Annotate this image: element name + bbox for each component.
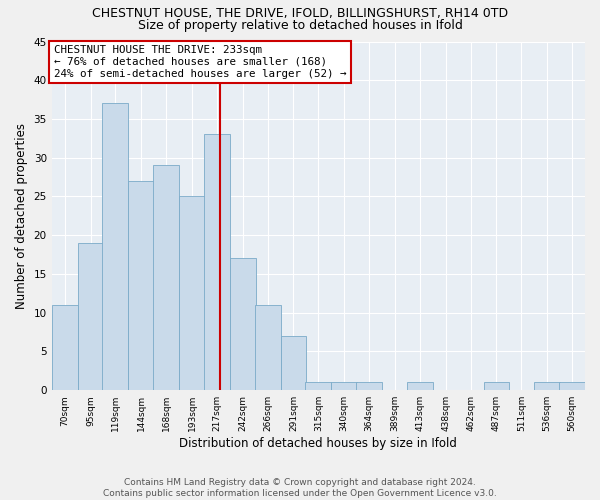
Text: Size of property relative to detached houses in Ifold: Size of property relative to detached ho… xyxy=(137,18,463,32)
Bar xyxy=(331,382,357,390)
Bar xyxy=(484,382,509,390)
Text: CHESTNUT HOUSE THE DRIVE: 233sqm
← 76% of detached houses are smaller (168)
24% : CHESTNUT HOUSE THE DRIVE: 233sqm ← 76% o… xyxy=(54,46,346,78)
X-axis label: Distribution of detached houses by size in Ifold: Distribution of detached houses by size … xyxy=(179,437,457,450)
Bar xyxy=(77,243,103,390)
Bar xyxy=(52,305,77,390)
Text: Contains HM Land Registry data © Crown copyright and database right 2024.
Contai: Contains HM Land Registry data © Crown c… xyxy=(103,478,497,498)
Bar xyxy=(407,382,433,390)
Bar xyxy=(204,134,230,390)
Bar xyxy=(305,382,331,390)
Y-axis label: Number of detached properties: Number of detached properties xyxy=(15,123,28,309)
Bar xyxy=(356,382,382,390)
Bar xyxy=(534,382,560,390)
Bar xyxy=(254,305,281,390)
Bar xyxy=(559,382,585,390)
Bar xyxy=(179,196,205,390)
Bar xyxy=(230,258,256,390)
Text: CHESTNUT HOUSE, THE DRIVE, IFOLD, BILLINGSHURST, RH14 0TD: CHESTNUT HOUSE, THE DRIVE, IFOLD, BILLIN… xyxy=(92,8,508,20)
Bar xyxy=(153,166,179,390)
Bar xyxy=(103,104,128,390)
Bar xyxy=(281,336,307,390)
Bar xyxy=(128,181,154,390)
